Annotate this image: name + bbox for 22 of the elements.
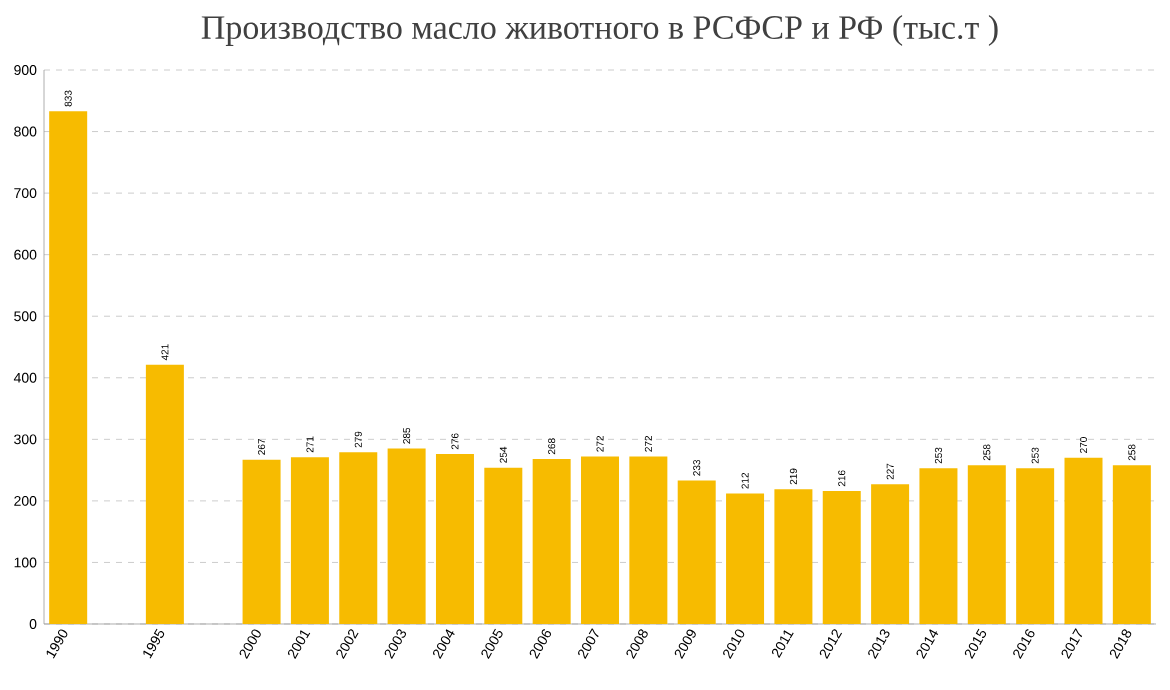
- bar: [967, 465, 1006, 624]
- bar: [532, 459, 571, 624]
- bar: [484, 467, 523, 624]
- bar: [49, 111, 88, 624]
- bar: [822, 491, 861, 624]
- bar: [145, 364, 184, 624]
- bar: [1064, 457, 1103, 624]
- chart-title: Производство масло животного в РСФСР и РФ (тыс.т ): [201, 15, 998, 46]
- bar: [1016, 468, 1055, 624]
- bar: [435, 454, 474, 624]
- bar: [629, 456, 668, 624]
- bar: [919, 468, 958, 624]
- bar: [871, 484, 910, 624]
- bar: [581, 456, 620, 624]
- bar: [387, 448, 426, 624]
- bar: [726, 493, 765, 624]
- bar: [339, 452, 378, 624]
- bar: [290, 457, 329, 624]
- bar: [1112, 465, 1151, 624]
- bar: [242, 459, 281, 624]
- bar: [677, 480, 716, 624]
- bar: [774, 489, 813, 624]
